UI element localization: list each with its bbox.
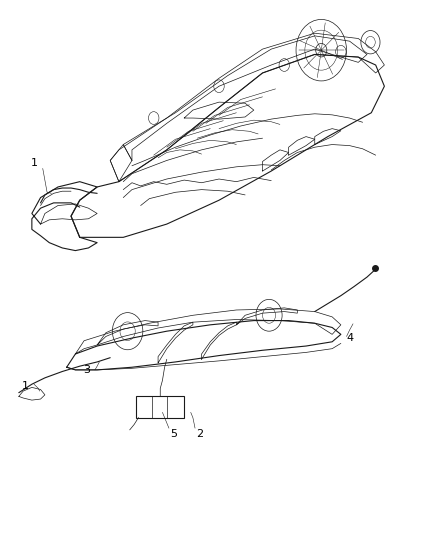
Text: 2: 2	[196, 429, 203, 439]
Text: 1: 1	[22, 381, 29, 391]
Text: 1: 1	[31, 158, 38, 168]
Text: 4: 4	[346, 333, 353, 343]
Text: 5: 5	[170, 429, 177, 439]
Text: 3: 3	[83, 365, 90, 375]
Bar	[136, 397, 184, 418]
